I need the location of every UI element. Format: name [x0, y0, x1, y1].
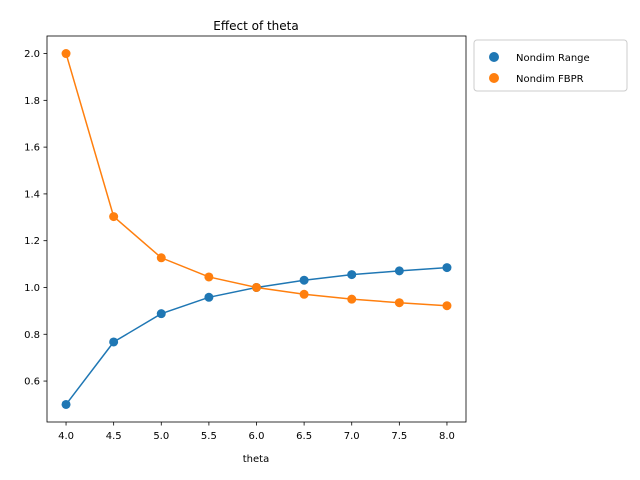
- x-tick-label: 4.5: [106, 431, 122, 442]
- y-tick-label: 1.8: [24, 96, 40, 107]
- series-line-nondim-fbpr: [65, 53, 447, 307]
- data-point-nondim-fbpr: [394, 298, 404, 308]
- x-tick-label: 6.0: [249, 431, 265, 442]
- x-tick-label: 5.5: [201, 431, 217, 442]
- data-point-nondim-fbpr: [347, 294, 357, 304]
- y-tick-label: 1.4: [24, 189, 40, 200]
- y-tick-label: 1.0: [24, 283, 40, 294]
- y-tick-label: 0.8: [24, 330, 40, 341]
- data-point-nondim-range: [347, 270, 357, 280]
- data-point-nondim-fbpr: [299, 289, 309, 299]
- data-point-nondim-range: [299, 275, 309, 285]
- legend-marker-nondim-range: [489, 52, 499, 62]
- data-point-nondim-fbpr: [109, 212, 119, 222]
- data-point-nondim-range: [204, 292, 214, 302]
- plot-area: 4.0 4.5 5.0 5.5 6.0 6.5 7.0 7.5 8.0 0.6 0.8 1.0 1.2 1…: [24, 35, 467, 442]
- x-tick-label: 8.0: [439, 431, 455, 442]
- x-tick-label: 5.0: [153, 431, 169, 442]
- data-point-nondim-range: [109, 337, 119, 347]
- data-point-nondim-range: [61, 399, 71, 409]
- y-tick-label: 1.6: [24, 143, 40, 154]
- legend-marker-nondim-fbpr: [489, 73, 499, 83]
- data-point-nondim-fbpr: [156, 253, 166, 263]
- y-tick-label: 2.0: [24, 49, 40, 60]
- data-point-nondim-fbpr: [204, 272, 214, 282]
- data-point-nondim-range: [156, 309, 166, 319]
- data-point-nondim-fbpr: [442, 301, 452, 311]
- x-tick-label: 7.5: [391, 431, 407, 442]
- x-tick-label: 7.0: [344, 431, 360, 442]
- x-tick-label: 6.5: [296, 431, 312, 442]
- legend-label-nondim-range: Nondim Range: [516, 53, 590, 64]
- y-tick-label: 0.6: [24, 377, 40, 388]
- y-tick-label: 1.2: [24, 236, 40, 247]
- data-point-nondim-range: [394, 266, 404, 276]
- x-tick-label: 4.0: [58, 431, 74, 442]
- data-point-nondim-fbpr: [61, 49, 71, 59]
- axes-frame: [46, 35, 467, 423]
- legend-label-nondim-fbpr: Nondim FBPR: [516, 74, 584, 85]
- data-point-nondim-range: [442, 263, 452, 273]
- data-point-nondim-fbpr: [252, 282, 261, 292]
- chart-title: Effect of theta: [213, 19, 298, 33]
- legend-frame: [473, 39, 628, 92]
- x-axis-label: theta: [243, 454, 269, 465]
- legend: Nondim Range Nondim FBPR: [473, 39, 628, 92]
